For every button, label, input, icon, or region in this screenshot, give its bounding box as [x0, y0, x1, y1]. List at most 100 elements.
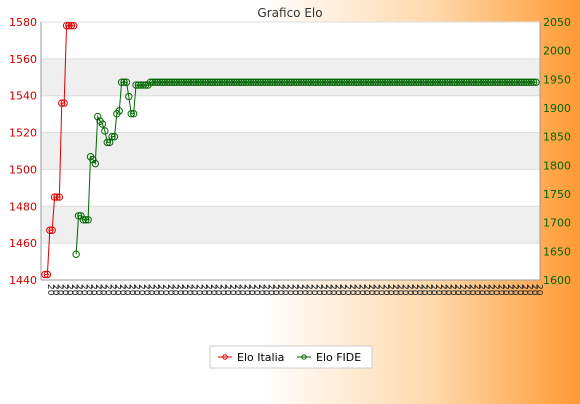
right-tick-label: 2000 — [543, 45, 571, 58]
legend-item-elo-italia-marker — [222, 354, 228, 360]
elo-fide-point — [228, 78, 236, 86]
x-tick-label: 20 — [155, 284, 165, 296]
x-tick-label: 20 — [495, 284, 505, 296]
x-tick-label: 20 — [371, 284, 381, 296]
elo-fide-point — [446, 78, 454, 86]
elo-fide-point — [122, 78, 131, 86]
x-tick-label: 20 — [270, 284, 280, 296]
elo-fide-point — [266, 78, 274, 86]
elo-italia-point — [46, 226, 54, 234]
elo-fide-point — [290, 78, 298, 86]
x-tick-label: 20 — [50, 284, 60, 296]
x-tick-label: 20 — [222, 284, 232, 296]
elo-fide-point — [261, 78, 270, 86]
x-tick-label: 20 — [433, 284, 443, 296]
x-tick-label: 20 — [64, 284, 74, 296]
plot-band — [41, 206, 540, 244]
right-tick-label: 1750 — [543, 188, 571, 201]
elo-fide-point — [405, 78, 413, 86]
elo-fide-point — [240, 78, 248, 86]
elo-fide-point — [450, 78, 459, 86]
elo-italia-point — [58, 99, 66, 107]
x-tick-label: 20 — [246, 284, 256, 296]
x-tick-label: 20 — [45, 284, 55, 296]
chart-title: Grafico Elo — [257, 6, 322, 20]
elo-fide-point — [264, 78, 272, 86]
elo-fide-point — [470, 78, 478, 86]
elo-italia-point — [53, 193, 61, 201]
elo-fide-point — [295, 78, 303, 86]
elo-fide-point — [311, 78, 320, 86]
x-tick-label: 20 — [414, 284, 424, 296]
elo-fide-point — [345, 78, 353, 86]
x-tick-label: 20 — [150, 284, 160, 296]
elo-italia-point — [41, 270, 49, 279]
x-tick-label: 20 — [93, 284, 103, 296]
x-tick-label: 20 — [452, 284, 462, 296]
elo-fide-point — [441, 78, 449, 86]
right-tick-label: 1950 — [543, 73, 571, 86]
elo-fide-point — [273, 78, 282, 86]
elo-fide-point — [390, 78, 399, 86]
legend-item-elo-fide-marker — [301, 354, 307, 360]
x-tick-label: 20 — [399, 284, 409, 296]
elo-fide-point — [529, 78, 538, 86]
elo-fide-point — [287, 78, 296, 86]
elo-fide-point — [194, 78, 202, 86]
x-tick-label: 20 — [69, 284, 79, 296]
elo-fide-point — [383, 78, 392, 86]
elo-fide-point — [204, 78, 212, 86]
elo-fide-point — [323, 78, 332, 86]
x-tick-label: 20 — [438, 284, 448, 296]
elo-fide-point — [438, 78, 447, 86]
x-tick-label: 20 — [193, 284, 203, 296]
left-tick-label: 1540 — [9, 90, 37, 103]
elo-fide-point — [515, 78, 523, 86]
elo-fide-point — [362, 78, 370, 86]
elo-fide-point — [84, 216, 92, 224]
elo-fide-point — [326, 78, 334, 86]
x-tick-label: 20 — [409, 284, 419, 296]
elo-fide-point — [256, 78, 265, 86]
elo-fide-point — [371, 78, 380, 86]
elo-fide-point — [343, 78, 351, 86]
elo-fide-point — [230, 78, 238, 86]
elo-fide-point — [460, 78, 468, 86]
elo-fide-point — [486, 78, 495, 86]
x-tick-label: 20 — [328, 284, 338, 296]
x-tick-label: 20 — [117, 284, 127, 296]
elo-italia-point — [48, 226, 56, 234]
elo-fide-point — [247, 78, 255, 86]
right-tick-label: 1900 — [543, 102, 571, 115]
elo-fide-point — [299, 78, 308, 86]
elo-fide-point — [278, 78, 286, 86]
elo-fide-point — [283, 78, 291, 86]
elo-fide-point — [132, 81, 140, 89]
x-tick-label: 20 — [261, 284, 271, 296]
x-tick-label: 20 — [534, 284, 544, 296]
x-tick-label: 20 — [500, 284, 510, 296]
x-tick-label: 20 — [237, 284, 247, 296]
elo-fide-point — [340, 78, 349, 86]
x-axis-ticks: 2020202020202020202020202020202020202020… — [45, 284, 544, 296]
x-tick-label: 20 — [481, 284, 491, 296]
legend-item-elo-fide-label: Elo FIDE — [316, 351, 361, 364]
x-tick-label: 20 — [174, 284, 184, 296]
x-tick-label: 20 — [361, 284, 371, 296]
elo-fide-point — [402, 78, 411, 86]
x-tick-label: 20 — [376, 284, 386, 296]
elo-fide-point — [350, 78, 358, 86]
x-tick-label: 20 — [165, 284, 175, 296]
elo-fide-point — [82, 216, 90, 224]
x-tick-label: 20 — [256, 284, 266, 296]
x-tick-label: 20 — [122, 284, 132, 296]
elo-fide-point — [434, 78, 442, 86]
x-tick-label: 20 — [423, 284, 433, 296]
right-tick-label: 1700 — [543, 217, 571, 230]
legend-item-elo-italia-label: Elo Italia — [237, 351, 284, 364]
elo-fide-point — [369, 78, 377, 86]
elo-fide-point — [422, 78, 430, 86]
elo-italia-point — [60, 99, 68, 107]
